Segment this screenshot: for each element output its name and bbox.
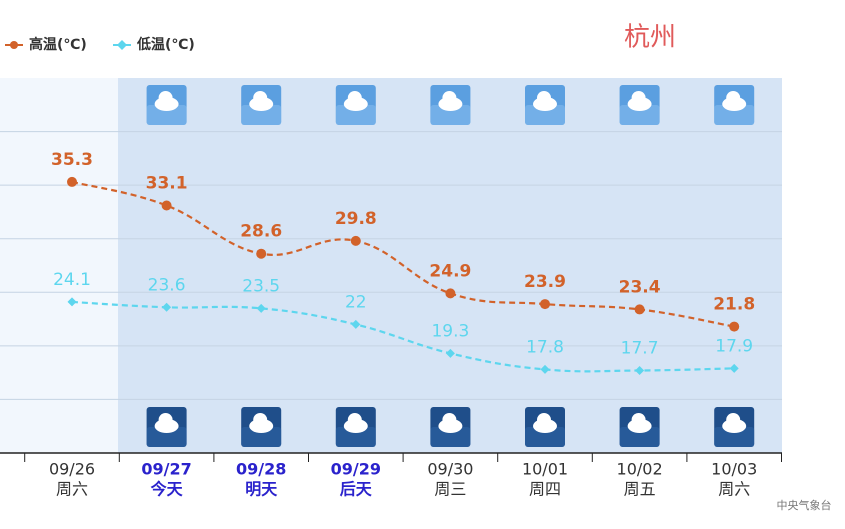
weather-icon-shade: [714, 105, 755, 125]
cloud: [537, 91, 551, 105]
x-tick-label: 09/27: [141, 460, 191, 479]
weekday-label: 今天: [150, 480, 184, 499]
weather-icon-shade: [430, 427, 471, 447]
point: [540, 299, 550, 310]
cloud: [442, 91, 457, 105]
value-label: 17.8: [526, 337, 564, 357]
value-label: 24.9: [429, 261, 471, 281]
past-panel: [0, 78, 118, 453]
legend-marker: [117, 40, 127, 50]
legend-label: 低温(℃): [136, 36, 195, 53]
point: [445, 288, 456, 299]
x-tick-label: 10/03: [711, 460, 757, 479]
value-label: 24.1: [53, 270, 91, 290]
cloud: [631, 91, 646, 105]
cloud: [726, 91, 741, 105]
legend-label: 高温(℃): [29, 36, 87, 53]
weather-icon-shade: [335, 105, 376, 125]
point: [540, 364, 550, 374]
cloud: [253, 91, 268, 105]
weather-icon-shade: [335, 427, 376, 447]
cloud: [158, 91, 173, 105]
value-label: 33.1: [146, 174, 188, 194]
point: [445, 348, 455, 358]
weather-icon-shade: [525, 427, 565, 447]
point: [350, 235, 361, 246]
value-label: 23.6: [148, 275, 186, 295]
weather-icon-shade: [241, 105, 282, 125]
weekday-label: 周三: [434, 480, 466, 499]
chart-title: 杭州: [624, 23, 676, 53]
series-line: [71, 180, 735, 328]
weather-icon-shade: [619, 427, 660, 447]
weather-icon-shade: [146, 105, 187, 125]
legend-marker: [10, 41, 18, 49]
weekday-label: 周六: [718, 480, 750, 499]
value-label: 28.6: [240, 222, 282, 242]
value-label: 22: [345, 292, 367, 312]
plot: 35.3 33.1 28.6 29.8 24.9 23.9 23.4 21.8 24.1 23.6…: [51, 150, 755, 375]
cloud: [347, 91, 362, 105]
x-tick-label: 10/01: [522, 460, 568, 479]
weekday-label: 明天: [245, 480, 278, 499]
value-label: 21.8: [713, 295, 755, 315]
x-tick-label: 09/30: [427, 460, 473, 479]
weekday-label: 周五: [624, 480, 656, 499]
x-tick-label: 09/28: [236, 460, 286, 479]
point: [729, 321, 740, 332]
point: [162, 302, 172, 312]
x-tick-label: 09/29: [331, 460, 381, 479]
point: [634, 304, 645, 315]
value-label: 23.5: [242, 276, 280, 296]
point: [351, 319, 361, 329]
weather-icon-shade: [714, 427, 755, 447]
forecast-panel: [118, 78, 782, 453]
cloud: [537, 413, 551, 427]
weather-icon-shade: [619, 105, 660, 125]
value-label: 17.7: [621, 339, 659, 359]
source: 中央气象台: [777, 498, 832, 512]
point: [256, 248, 267, 259]
weather-icon-shade: [525, 105, 565, 125]
point: [635, 366, 645, 375]
value-label: 23.4: [619, 277, 661, 297]
weather-icon-shade: [241, 427, 282, 447]
cloud: [158, 413, 173, 427]
x-tick-label: 10/02: [617, 460, 663, 479]
weekday-label: 后天: [340, 480, 373, 499]
cloud: [726, 413, 741, 427]
point: [67, 297, 77, 307]
grid: [0, 131, 782, 400]
weather-icon-shade: [146, 427, 187, 447]
point: [161, 200, 172, 211]
cloud: [253, 413, 268, 427]
value-label: 29.8: [335, 209, 377, 229]
weekday-label: 周六: [56, 480, 88, 499]
value-label: 23.9: [524, 272, 566, 292]
x-tick-label: 09/26: [49, 460, 95, 479]
weather-icons: [146, 85, 755, 447]
cloud: [347, 413, 362, 427]
series-line: [71, 300, 735, 373]
weekday-label: 周四: [529, 480, 561, 499]
value-label: 19.3: [431, 321, 469, 341]
value-label: 17.9: [715, 336, 753, 356]
cloud: [442, 413, 457, 427]
point: [256, 303, 266, 313]
cloud: [631, 413, 646, 427]
value-label: 35.3: [51, 150, 93, 170]
point: [729, 363, 739, 373]
weather-icon-shade: [430, 105, 471, 125]
point: [67, 176, 77, 187]
